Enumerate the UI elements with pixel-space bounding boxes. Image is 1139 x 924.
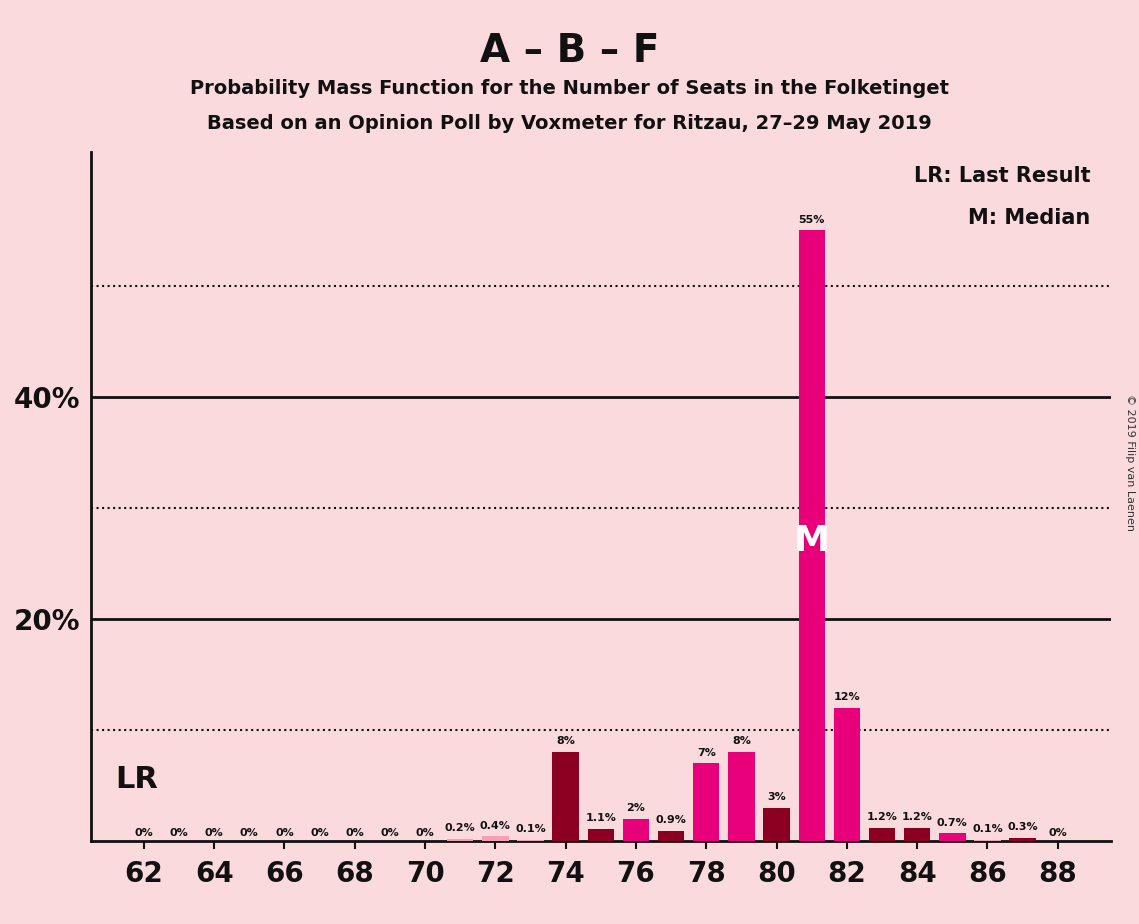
Text: 0%: 0% — [170, 828, 188, 837]
Text: 0%: 0% — [416, 828, 434, 837]
Bar — [798, 230, 825, 841]
Text: 0%: 0% — [310, 828, 329, 837]
Bar — [694, 763, 720, 841]
Text: M: M — [794, 524, 829, 558]
Bar — [728, 752, 755, 841]
Bar — [658, 831, 685, 841]
Text: 0.1%: 0.1% — [515, 824, 546, 834]
Text: 55%: 55% — [798, 214, 825, 225]
Bar — [482, 836, 508, 841]
Text: 12%: 12% — [834, 692, 860, 702]
Text: LR: Last Result: LR: Last Result — [913, 166, 1090, 187]
Text: 1.2%: 1.2% — [902, 812, 933, 822]
Text: 0%: 0% — [240, 828, 259, 837]
Text: 8%: 8% — [556, 736, 575, 747]
Bar — [623, 819, 649, 841]
Text: 0%: 0% — [134, 828, 154, 837]
Text: © 2019 Filip van Laenen: © 2019 Filip van Laenen — [1125, 394, 1134, 530]
Text: 1.2%: 1.2% — [867, 812, 898, 822]
Text: 0%: 0% — [380, 828, 400, 837]
Text: 0.7%: 0.7% — [937, 818, 968, 828]
Text: 0.9%: 0.9% — [656, 815, 687, 825]
Bar — [763, 808, 789, 841]
Bar — [588, 829, 614, 841]
Text: 0%: 0% — [345, 828, 364, 837]
Text: 1.1%: 1.1% — [585, 813, 616, 823]
Bar — [904, 828, 931, 841]
Text: Based on an Opinion Poll by Voxmeter for Ritzau, 27–29 May 2019: Based on an Opinion Poll by Voxmeter for… — [207, 114, 932, 133]
Bar — [446, 839, 474, 841]
Text: 0%: 0% — [276, 828, 294, 837]
Text: A – B – F: A – B – F — [480, 32, 659, 70]
Text: 8%: 8% — [732, 736, 751, 747]
Text: 3%: 3% — [768, 792, 786, 802]
Bar — [517, 840, 543, 841]
Text: 0.4%: 0.4% — [480, 821, 510, 831]
Text: 0%: 0% — [205, 828, 223, 837]
Text: 7%: 7% — [697, 748, 715, 758]
Bar — [1009, 837, 1035, 841]
Bar — [974, 840, 1001, 841]
Bar — [834, 708, 860, 841]
Text: 0%: 0% — [1048, 828, 1067, 837]
Bar — [940, 833, 966, 841]
Text: 0.2%: 0.2% — [445, 823, 476, 833]
Text: 2%: 2% — [626, 803, 646, 813]
Text: M: Median: M: Median — [968, 208, 1090, 227]
Text: Probability Mass Function for the Number of Seats in the Folketinget: Probability Mass Function for the Number… — [190, 79, 949, 98]
Text: LR: LR — [116, 765, 158, 795]
Bar — [869, 828, 895, 841]
Text: 0.1%: 0.1% — [972, 824, 1002, 834]
Bar — [552, 752, 579, 841]
Text: 0.3%: 0.3% — [1007, 822, 1038, 832]
